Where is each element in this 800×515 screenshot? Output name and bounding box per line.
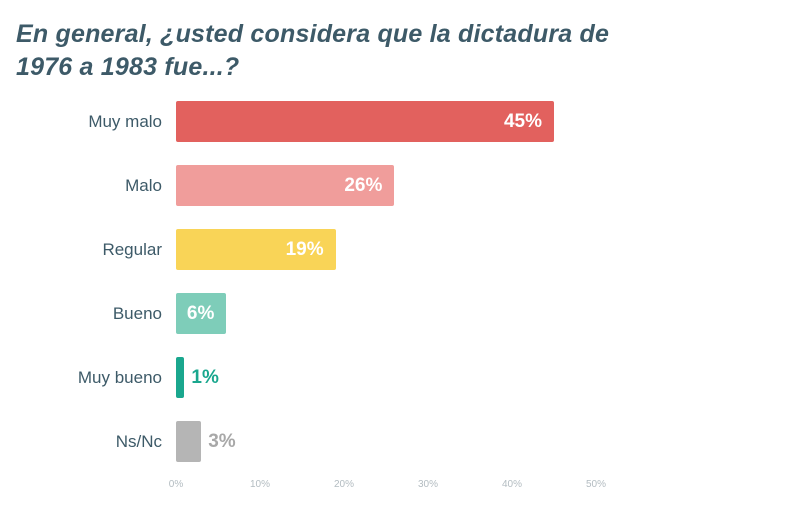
value-label: 3% [208,430,236,452]
category-label: Bueno [112,303,162,323]
x-axis-tick: 50% [585,479,607,490]
bar-track: 26% [176,165,596,206]
category-label: Muy bueno [77,367,162,387]
bar-row: Regular 19% [14,229,800,270]
value-label: 6% [186,302,215,324]
category-label: Muy malo [88,111,162,131]
chart-area: Muy malo 45% Malo 26% Regular 19% Bueno 6% Muy b… [14,101,800,495]
bar [176,421,202,462]
x-axis-tick: 30% [417,479,439,490]
bar-row: Muy malo 45% [14,101,800,142]
value-label: 45% [503,110,542,132]
value-label: 1% [191,366,219,388]
bar [176,357,185,398]
category-label: Malo [125,175,162,195]
x-axis-tick: 0% [168,479,184,490]
bar-row: Muy bueno 1% [14,357,800,398]
x-axis-tick: 20% [333,479,355,490]
bar-track: 6% [176,293,596,334]
bar: 6% [176,293,227,334]
bar-track: 45% [176,101,596,142]
bar-track: 19% [176,229,596,270]
x-axis: 0% 10% 20% 30% 40% 50% [169,479,606,495]
bar-track: 3% [176,421,596,462]
bar-row: Bueno 6% [14,293,800,334]
bar: 26% [176,165,395,206]
category-label: Ns/Nc [115,431,162,451]
category-label: Regular [102,239,162,259]
chart-title: En general, ¿usted considera que la dict… [16,20,610,81]
value-label: 19% [285,238,324,260]
bar-row: Ns/Nc 3% [14,421,800,462]
bar-track: 1% [176,357,596,398]
bar-rows-container: Muy malo 45% Malo 26% Regular 19% Bueno 6% Muy b… [14,101,800,462]
bar-row: Malo 26% [14,165,800,206]
bar: 19% [176,229,336,270]
value-label: 26% [344,174,383,196]
x-axis-tick: 40% [501,479,523,490]
x-axis-tick: 10% [249,479,271,490]
bar: 45% [176,101,554,142]
